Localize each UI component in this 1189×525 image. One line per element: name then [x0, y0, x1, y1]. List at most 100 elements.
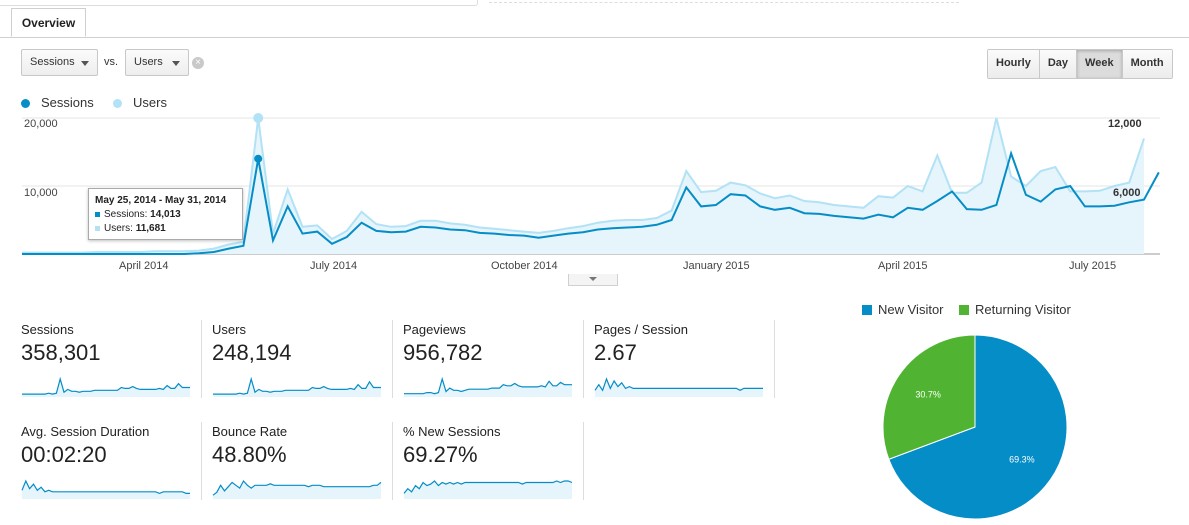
tooltip-users-value: 11,681 [135, 223, 166, 234]
sparkline-area [404, 379, 572, 397]
metric-value: 956,782 [403, 340, 483, 365]
clear-comparison-icon[interactable]: × [192, 57, 204, 69]
day-button[interactable]: Day [1039, 50, 1078, 78]
metric-new-sessions[interactable]: % New Sessions 69.27% [403, 424, 573, 500]
metric-users[interactable]: Users 248,194 [212, 322, 382, 398]
divider [583, 320, 584, 398]
secondary-metric-label: Users [134, 56, 163, 68]
pie-slice-returning-visitor[interactable] [882, 334, 976, 460]
primary-metric-label: Sessions [30, 56, 75, 68]
primary-metric-select[interactable]: Sessions [21, 49, 98, 76]
x-tick-label: July 2014 [310, 260, 358, 272]
y-tick-label-mid: 10,000 [24, 187, 58, 199]
metric-value: 248,194 [212, 340, 292, 365]
sparkline-line [22, 376, 190, 395]
divider [201, 422, 202, 500]
pie-slice-new-visitor[interactable] [888, 334, 1068, 520]
sparkline [22, 376, 190, 397]
users-dot-icon [113, 99, 122, 109]
divider [392, 422, 393, 500]
metric-bounce-rate[interactable]: Bounce Rate 48.80% [212, 424, 382, 500]
divider [774, 320, 775, 398]
users-area [22, 118, 1144, 254]
sessions-square-icon [95, 211, 100, 217]
metric-value: 69.27% [403, 442, 478, 467]
new-visitor-square-icon [862, 305, 872, 315]
x-tick-label: April 2014 [119, 260, 169, 272]
x-tick-label: January 2015 [683, 260, 750, 272]
pie-legend-returning-visitor[interactable]: Returning Visitor [959, 302, 1071, 317]
users-highlight-point [253, 113, 264, 123]
sparkline [212, 479, 382, 499]
legend-sessions-label: Sessions [41, 95, 94, 110]
divider [392, 320, 393, 398]
tab-baseline [0, 37, 1189, 38]
sessions-line [22, 150, 1160, 255]
metric-value: 00:02:20 [21, 442, 107, 467]
metric-label: Sessions [21, 322, 74, 337]
pie-slice-label: 30.7% [915, 389, 941, 399]
visitor-type-pie-chart[interactable]: 69.3% 30.7% [880, 332, 1070, 522]
pie-legend-label: Returning Visitor [975, 302, 1071, 317]
search-box-edge [0, 0, 478, 6]
chevron-down-icon [589, 277, 597, 281]
drop-zone-edge [489, 2, 959, 3]
sessions-dot-icon [21, 99, 30, 109]
sparkline-line [213, 376, 381, 395]
month-button[interactable]: Month [1122, 50, 1172, 78]
sparkline-area [22, 481, 190, 499]
top-bar: Overview [0, 0, 1189, 38]
sparkline [594, 377, 763, 397]
right-axis-label-mid: 6,000 [1113, 187, 1141, 199]
metric-label: Users [212, 322, 246, 337]
metric-label: Bounce Rate [212, 424, 288, 439]
chart-tooltip: May 25, 2014 - May 31, 2014 Sessions: 14… [88, 188, 243, 240]
sessions-highlight-point [254, 154, 263, 163]
sparkline [404, 376, 572, 397]
x-tick-label: July 2015 [1069, 260, 1117, 272]
metric-label: Avg. Session Duration [21, 424, 150, 439]
pie-slice-label: 69.3% [1009, 455, 1035, 465]
tooltip-sessions-value: 14,013 [150, 209, 181, 220]
sparkline-line [594, 377, 763, 392]
returning-visitor-square-icon [959, 305, 969, 315]
tooltip-users-label: Users: [104, 223, 133, 234]
sparkline-area [213, 481, 381, 499]
divider [583, 422, 584, 500]
metric-value: 48.80% [212, 442, 287, 467]
tooltip-sessions-label: Sessions: [104, 209, 148, 220]
sparkline [213, 376, 381, 397]
chevron-down-icon [81, 61, 89, 66]
metric-pages-per-session[interactable]: Pages / Session 2.67 [594, 322, 764, 398]
granularity-buttons: Hourly Day Week Month [987, 49, 1173, 79]
metric-value: 2.67 [594, 340, 637, 365]
pie-legend-new-visitor[interactable]: New Visitor [862, 302, 944, 317]
week-button[interactable]: Week [1077, 50, 1123, 78]
sparkline-line [212, 479, 382, 496]
hourly-button[interactable]: Hourly [988, 50, 1040, 78]
tooltip-users-row: Users: 11,681 [95, 222, 236, 236]
vs-label: vs. [104, 56, 119, 68]
users-square-icon [95, 225, 100, 231]
right-axis-label-top: 12,000 [1108, 118, 1142, 130]
sessions-users-chart[interactable] [0, 110, 1189, 275]
metric-label: Pages / Session [594, 322, 688, 337]
metric-avg-session-duration[interactable]: Avg. Session Duration 00:02:20 [21, 424, 191, 500]
collapse-chart-handle[interactable] [568, 274, 618, 286]
metric-sessions[interactable]: Sessions 358,301 [21, 322, 191, 398]
metric-pageviews[interactable]: Pageviews 956,782 [403, 322, 573, 398]
x-tick-label: October 2014 [491, 260, 558, 272]
sparkline-line [21, 479, 190, 495]
chevron-down-icon [172, 61, 180, 66]
legend-users[interactable]: Users [113, 95, 167, 110]
metric-label: % New Sessions [403, 424, 501, 439]
sparkline-line [404, 376, 572, 395]
tooltip-sessions-row: Sessions: 14,013 [95, 208, 236, 222]
legend-sessions[interactable]: Sessions [21, 95, 94, 110]
users-line [22, 117, 1145, 254]
tab-overview[interactable]: Overview [11, 8, 86, 37]
y-tick-label-top: 20,000 [24, 118, 58, 130]
secondary-metric-select[interactable]: Users [125, 49, 189, 76]
metric-label: Pageviews [403, 322, 466, 337]
sparkline [403, 480, 573, 499]
